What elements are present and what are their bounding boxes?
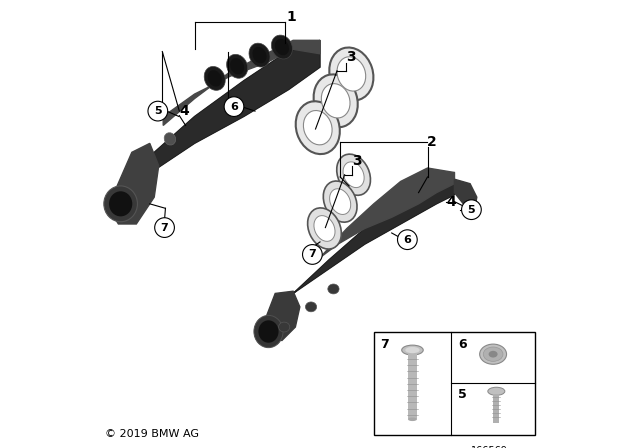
Ellipse shape bbox=[483, 347, 503, 362]
Text: 5: 5 bbox=[468, 205, 476, 215]
Ellipse shape bbox=[402, 345, 423, 355]
Ellipse shape bbox=[314, 74, 358, 127]
Ellipse shape bbox=[488, 387, 505, 395]
Ellipse shape bbox=[227, 54, 248, 78]
Bar bbox=[408, 352, 417, 419]
Circle shape bbox=[148, 101, 168, 121]
Ellipse shape bbox=[271, 35, 292, 59]
Text: 166569: 166569 bbox=[472, 446, 508, 448]
Polygon shape bbox=[320, 168, 454, 258]
Text: 4: 4 bbox=[446, 194, 456, 209]
Ellipse shape bbox=[321, 84, 350, 118]
Text: 7: 7 bbox=[308, 250, 316, 259]
Polygon shape bbox=[107, 143, 159, 224]
Ellipse shape bbox=[259, 320, 278, 343]
Bar bbox=[374, 332, 535, 435]
Circle shape bbox=[155, 218, 174, 237]
Ellipse shape bbox=[408, 418, 417, 421]
Ellipse shape bbox=[278, 322, 290, 332]
Ellipse shape bbox=[104, 186, 138, 222]
Text: 7: 7 bbox=[380, 338, 389, 351]
Text: 6: 6 bbox=[230, 102, 238, 112]
Polygon shape bbox=[255, 291, 300, 340]
Ellipse shape bbox=[204, 66, 225, 90]
Polygon shape bbox=[116, 40, 320, 197]
Text: 3: 3 bbox=[352, 154, 362, 168]
Text: 1: 1 bbox=[287, 10, 296, 24]
Ellipse shape bbox=[164, 133, 175, 145]
Circle shape bbox=[224, 97, 244, 116]
Ellipse shape bbox=[330, 47, 373, 100]
Polygon shape bbox=[454, 179, 477, 211]
Ellipse shape bbox=[275, 39, 289, 55]
Ellipse shape bbox=[109, 191, 132, 216]
Ellipse shape bbox=[303, 111, 332, 145]
Ellipse shape bbox=[337, 57, 365, 91]
Polygon shape bbox=[163, 40, 320, 125]
Ellipse shape bbox=[308, 208, 341, 249]
Ellipse shape bbox=[488, 351, 497, 358]
Ellipse shape bbox=[314, 215, 335, 241]
Text: © 2019 BMW AG: © 2019 BMW AG bbox=[105, 429, 199, 439]
Circle shape bbox=[461, 200, 481, 220]
Circle shape bbox=[397, 230, 417, 250]
Ellipse shape bbox=[230, 58, 244, 74]
Text: 4: 4 bbox=[179, 104, 189, 118]
Ellipse shape bbox=[254, 315, 283, 348]
Ellipse shape bbox=[337, 154, 371, 195]
Polygon shape bbox=[264, 172, 454, 323]
Text: 2: 2 bbox=[427, 135, 436, 150]
Ellipse shape bbox=[405, 347, 420, 353]
Ellipse shape bbox=[249, 43, 270, 67]
Ellipse shape bbox=[305, 302, 317, 312]
Ellipse shape bbox=[323, 181, 357, 222]
Ellipse shape bbox=[343, 162, 364, 188]
Text: 5: 5 bbox=[154, 106, 162, 116]
Text: 6: 6 bbox=[458, 338, 467, 351]
Ellipse shape bbox=[207, 70, 222, 86]
Ellipse shape bbox=[479, 344, 506, 364]
Text: 7: 7 bbox=[161, 223, 168, 233]
Text: 5: 5 bbox=[458, 388, 467, 401]
Bar bbox=[493, 394, 499, 423]
Text: 6: 6 bbox=[403, 235, 412, 245]
Circle shape bbox=[303, 245, 322, 264]
Ellipse shape bbox=[330, 189, 351, 215]
Text: 3: 3 bbox=[346, 50, 356, 65]
Ellipse shape bbox=[252, 47, 267, 63]
Ellipse shape bbox=[296, 101, 340, 154]
Ellipse shape bbox=[328, 284, 339, 294]
